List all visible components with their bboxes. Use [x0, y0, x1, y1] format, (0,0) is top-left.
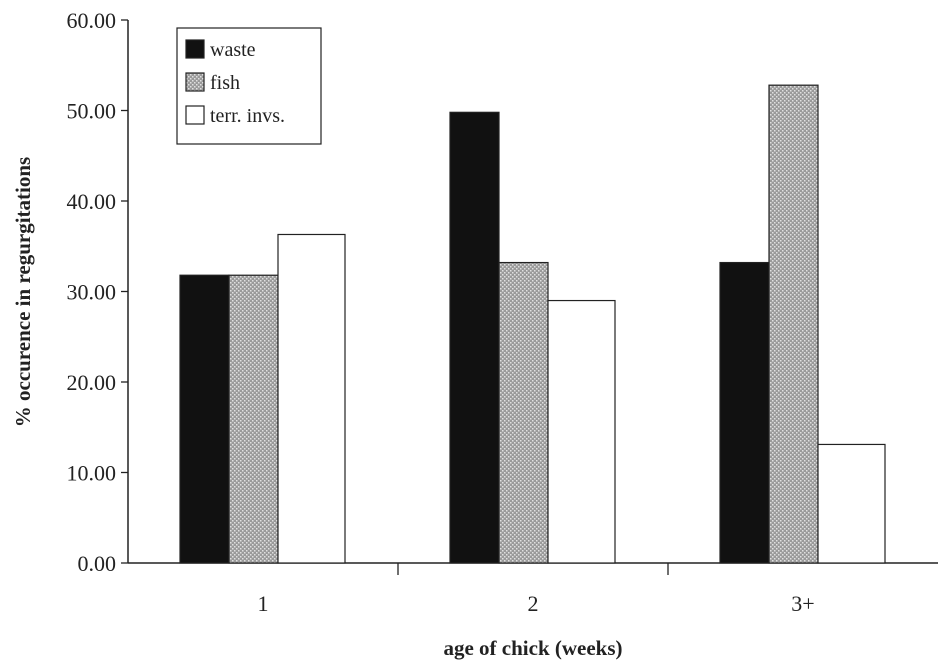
bar-waste-3plus [719, 261, 770, 564]
bar-terr-invs-3plus [817, 443, 886, 564]
y-ticks: 0.00 10.00 20.00 30.00 40.00 50.00 60.00 [67, 8, 128, 576]
bar-fish-1 [228, 274, 279, 564]
legend-label: terr. invs. [210, 105, 285, 127]
y-tick-label: 20.00 [67, 370, 117, 395]
bar-terr-invs-1 [277, 233, 346, 564]
y-tick-label: 30.00 [67, 280, 117, 305]
bar-fish-3plus [768, 84, 819, 564]
x-tick-label: 1 [258, 591, 269, 616]
y-tick-label: 50.00 [67, 99, 117, 124]
legend-label: fish [210, 72, 240, 94]
bar-terr-invs-2 [547, 299, 616, 564]
bar-waste-1 [179, 274, 230, 564]
x-ticks: 1 2 3+ [258, 563, 815, 616]
legend-swatch [185, 39, 205, 59]
bars [179, 84, 886, 564]
legend-label: waste [210, 39, 256, 61]
y-tick-label: 10.00 [67, 461, 117, 486]
x-tick-label: 3+ [791, 591, 814, 616]
legend-swatch [185, 72, 205, 92]
y-axis-title: % occurence in regurgitations [11, 157, 35, 427]
x-axis-title: age of chick (weeks) [443, 636, 622, 660]
legend: waste fish terr. invs. [176, 27, 322, 145]
y-tick-label: 40.00 [67, 189, 117, 214]
bar-waste-2 [449, 111, 500, 564]
bar-fish-2 [498, 261, 549, 564]
x-tick-label: 2 [528, 591, 539, 616]
y-tick-label: 60.00 [67, 8, 117, 33]
y-tick-label: 0.00 [78, 551, 117, 576]
legend-swatch [185, 105, 205, 125]
